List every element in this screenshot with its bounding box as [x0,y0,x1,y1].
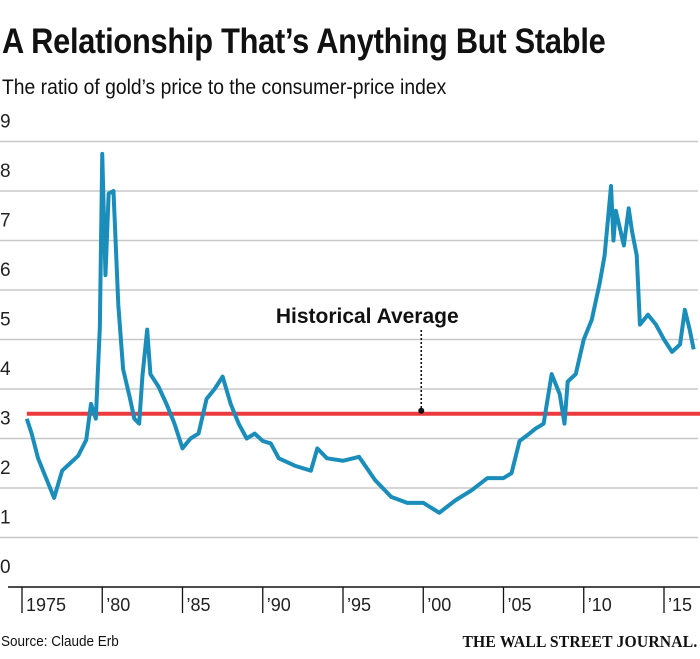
series-line-gold-cpi-ratio [24,151,696,515]
annotation-dot [418,407,425,414]
x-tick-label: ’80 [106,595,130,615]
y-tick-label: 4 [0,359,11,380]
x-tick-label: ’95 [347,595,371,615]
x-tick-label: ’15 [668,595,692,615]
chart-subtitle: The ratio of gold’s price to the consume… [2,76,447,99]
y-tick-label: 1 [0,508,11,529]
y-tick-label: 5 [0,310,11,331]
x-tick-label: ’90 [267,595,291,615]
y-axis-ticks: 0 1 2 3 4 5 6 7 8 9 [0,112,11,579]
x-tick-label: ’05 [508,595,532,615]
y-tick-label: 3 [0,409,11,430]
x-axis: 1975 ’80 ’85 ’90 ’95 ’00 ’05 ’10 ’15 [8,586,700,615]
source-note: Source: Claude Erb [1,633,119,650]
y-tick-label: 7 [0,211,11,232]
x-tick-label: 1975 [26,595,66,615]
x-tick-label: ’00 [427,595,451,615]
chart-title: A Relationship That’s Anything But Stabl… [2,22,606,61]
x-tick-label: ’10 [588,595,612,615]
y-tick-label: 2 [0,458,11,479]
y-tick-label: 8 [0,161,11,182]
x-tick-label: ’85 [187,595,211,615]
y-tick-label: 0 [0,557,11,578]
annotation-label: Historical Average [276,305,459,328]
y-tick-label: 9 [0,112,11,133]
publisher-logo: THE WALL STREET JOURNAL. [461,632,697,651]
y-tick-label: 6 [0,260,11,281]
